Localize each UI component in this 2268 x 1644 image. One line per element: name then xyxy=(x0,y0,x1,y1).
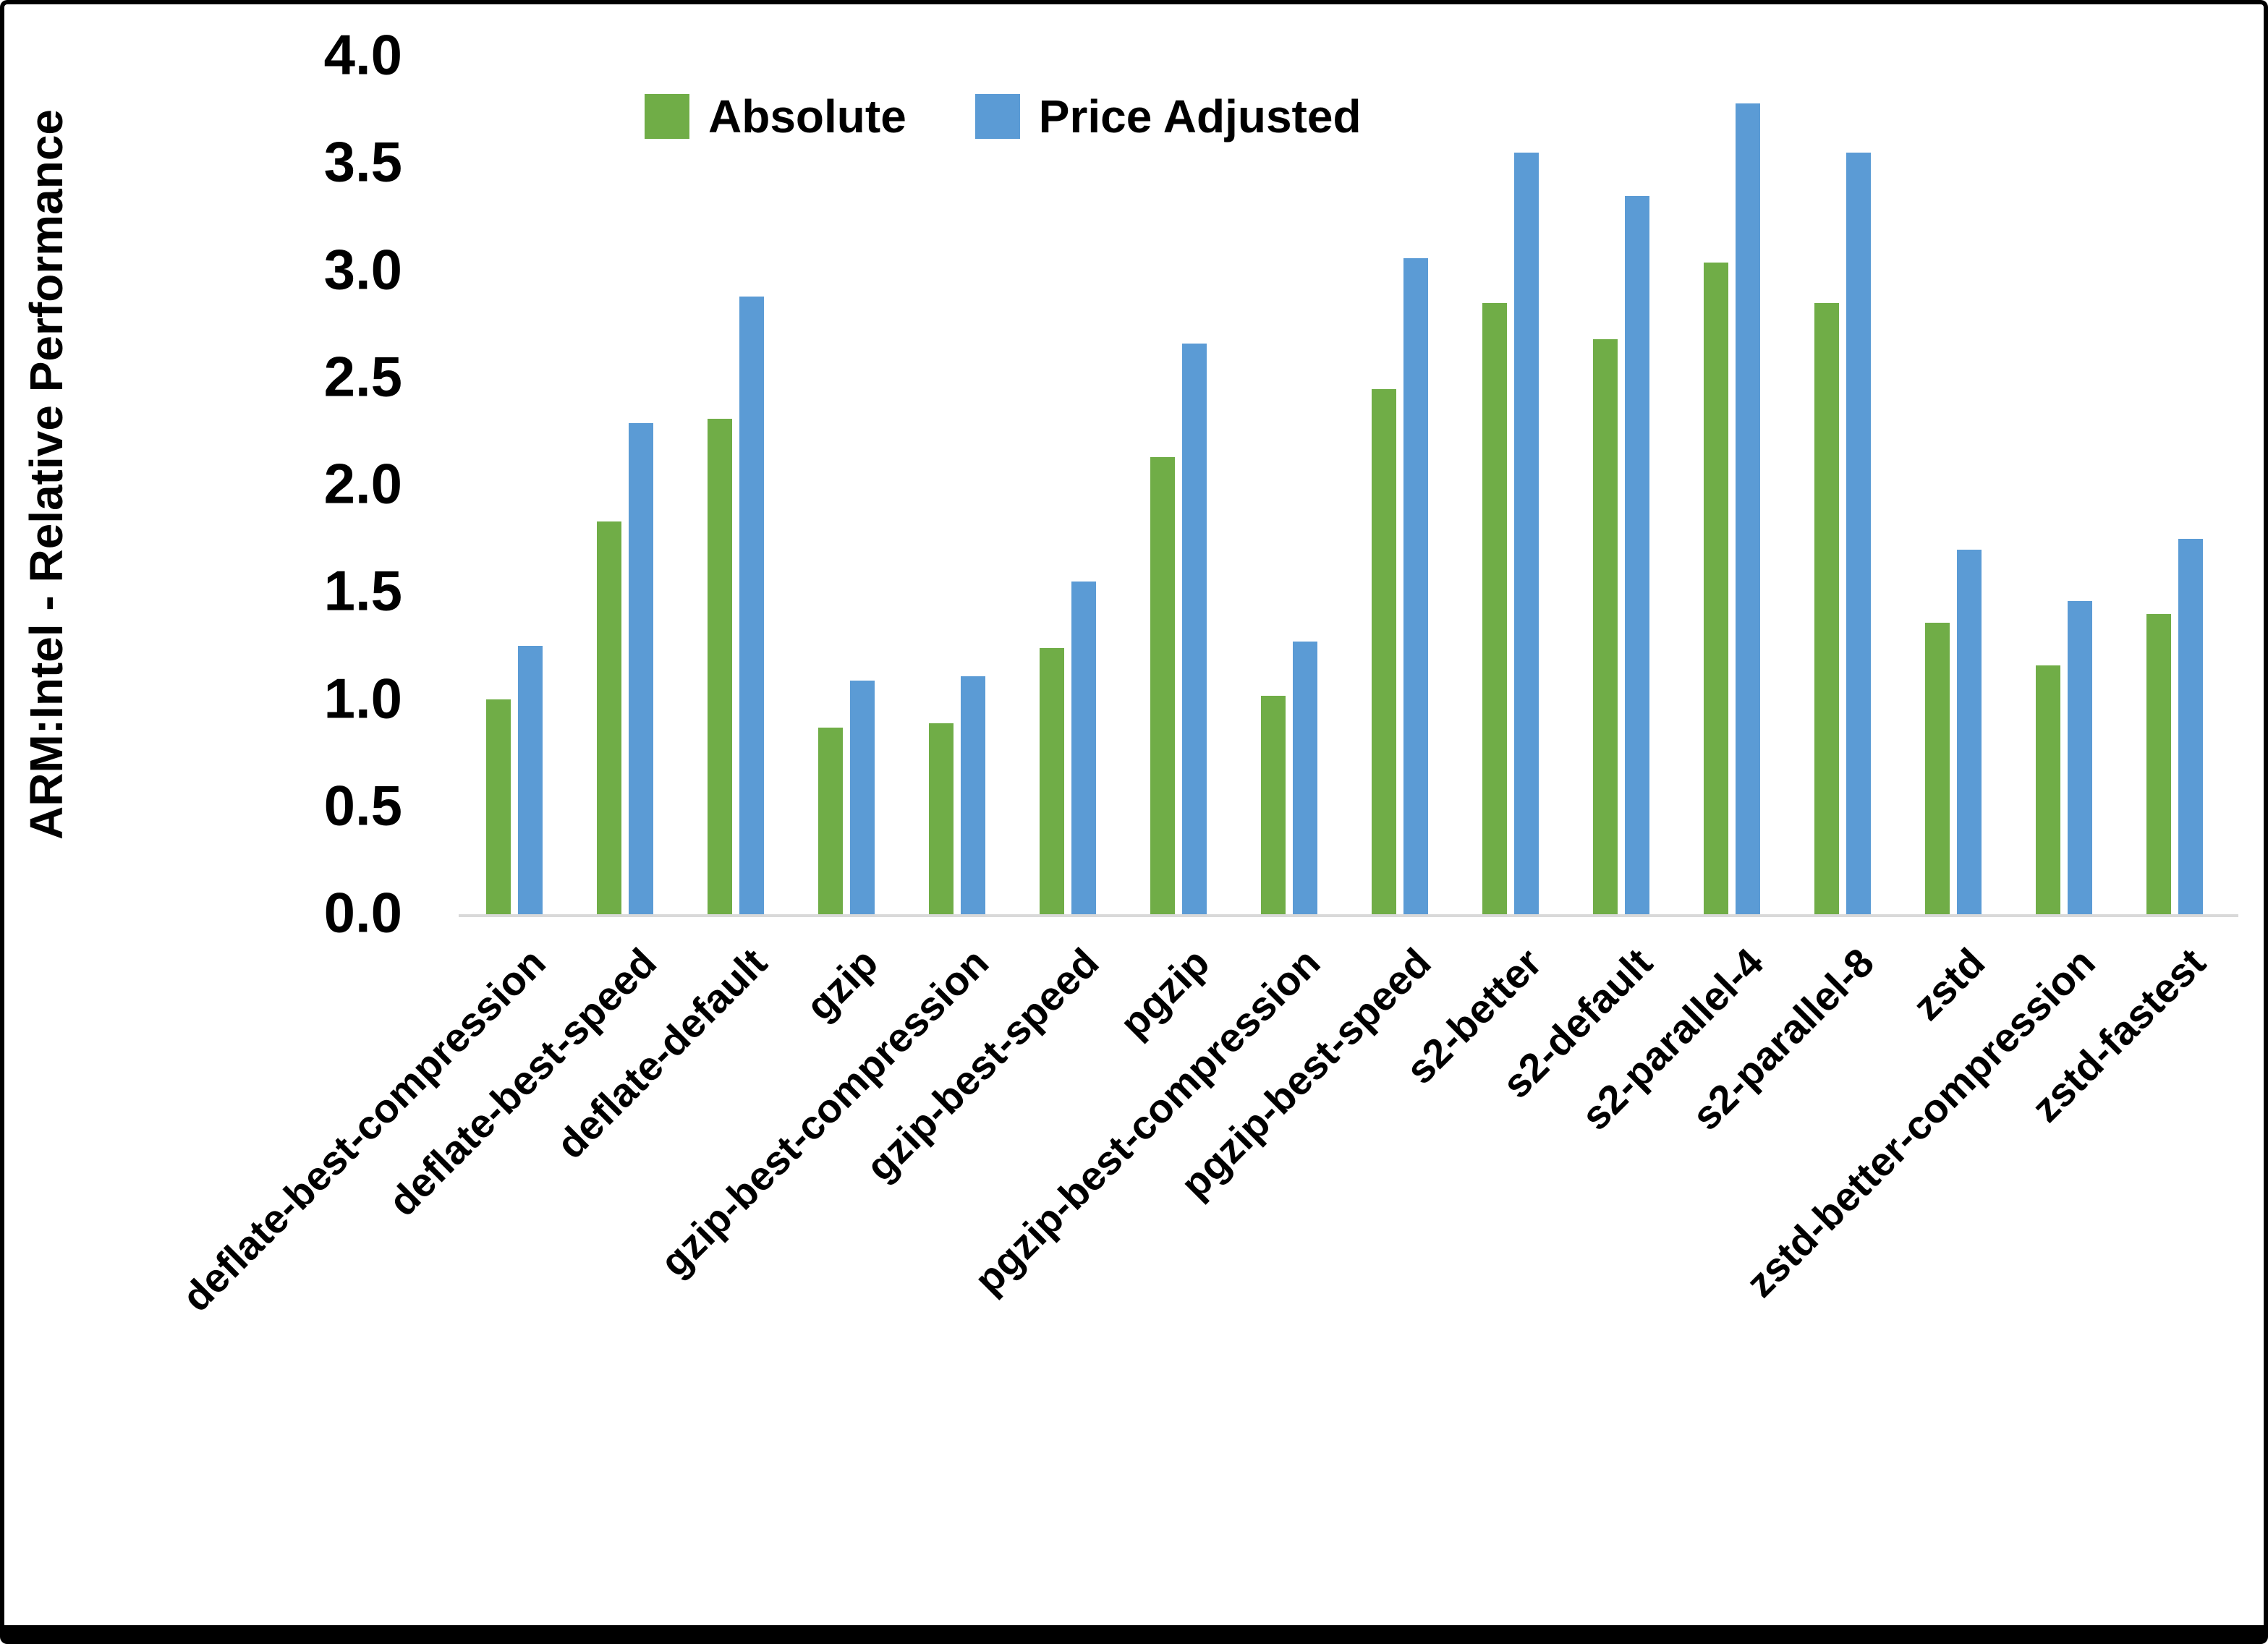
x-axis-line xyxy=(459,914,2238,917)
legend-item-price-adjusted: Price Adjusted xyxy=(974,90,1362,143)
bar-price-adjusted-gzip-best-compression xyxy=(960,676,985,914)
bar-absolute-deflate-best-compression xyxy=(485,699,511,914)
bar-absolute-deflate-default xyxy=(707,419,732,914)
y-tick-label-2.0: 2.0 xyxy=(323,451,402,516)
bar-price-adjusted-zstd-better-compression xyxy=(2067,601,2092,914)
bar-price-adjusted-pgzip-best-compression xyxy=(1292,642,1317,914)
legend-label-price-adjusted: Price Adjusted xyxy=(1038,90,1362,142)
bar-price-adjusted-gzip xyxy=(849,681,875,914)
y-tick-label-4.0: 4.0 xyxy=(323,22,402,87)
y-tick-label-1.5: 1.5 xyxy=(323,558,402,623)
x-category-label-zstd: zstd xyxy=(1903,939,1993,1029)
legend: Absolute Price Adjusted xyxy=(645,90,1362,143)
legend-item-absolute: Absolute xyxy=(645,90,906,143)
y-tick-label-3.5: 3.5 xyxy=(323,129,402,194)
x-category-label-gzip: gzip xyxy=(797,939,886,1029)
bar-price-adjusted-zstd xyxy=(1956,550,1982,914)
y-tick-label-2.5: 2.5 xyxy=(323,344,402,409)
bar-absolute-zstd xyxy=(1924,623,1950,914)
bar-price-adjusted-s2-default xyxy=(1624,196,1649,914)
bar-price-adjusted-s2-parallel-8 xyxy=(1846,153,1871,914)
bar-price-adjusted-deflate-default xyxy=(739,297,764,914)
legend-swatch-price-adjusted-icon xyxy=(974,94,1020,139)
bar-absolute-s2-better xyxy=(1482,303,1507,914)
bar-price-adjusted-zstd-fastest xyxy=(2178,539,2203,914)
legend-swatch-absolute-icon xyxy=(645,94,689,139)
bar-absolute-gzip xyxy=(817,728,843,914)
y-tick-label-3.0: 3.0 xyxy=(323,237,402,302)
bar-price-adjusted-deflate-best-speed xyxy=(628,423,653,914)
bar-price-adjusted-s2-parallel-4 xyxy=(1735,103,1760,914)
legend-label-absolute: Absolute xyxy=(708,90,906,142)
bar-price-adjusted-s2-better xyxy=(1513,153,1539,914)
bar-price-adjusted-pgzip-best-speed xyxy=(1403,258,1428,914)
bar-price-adjusted-gzip-best-speed xyxy=(1071,582,1096,914)
y-axis-title: ARM:Intel - Relative Performance xyxy=(20,108,72,840)
bar-absolute-gzip-best-compression xyxy=(928,723,954,914)
bar-price-adjusted-deflate-best-compression xyxy=(517,646,543,914)
bar-absolute-pgzip xyxy=(1150,457,1175,914)
bar-absolute-pgzip-best-compression xyxy=(1260,696,1286,914)
y-tick-label-1.0: 1.0 xyxy=(323,666,402,731)
bar-absolute-s2-parallel-4 xyxy=(1703,263,1728,914)
bar-absolute-zstd-better-compression xyxy=(2035,665,2060,914)
bar-absolute-pgzip-best-speed xyxy=(1371,389,1396,914)
y-tick-label-0.0: 0.0 xyxy=(323,880,402,945)
bar-absolute-deflate-best-speed xyxy=(596,521,621,914)
bar-price-adjusted-pgzip xyxy=(1181,344,1207,914)
x-category-label-pgzip: pgzip xyxy=(1110,939,1218,1047)
bar-absolute-s2-default xyxy=(1592,339,1618,914)
bar-absolute-gzip-best-speed xyxy=(1039,648,1064,914)
bar-absolute-zstd-fastest xyxy=(2146,614,2171,914)
y-tick-label-0.5: 0.5 xyxy=(323,773,402,838)
bar-absolute-s2-parallel-8 xyxy=(1814,303,1839,914)
